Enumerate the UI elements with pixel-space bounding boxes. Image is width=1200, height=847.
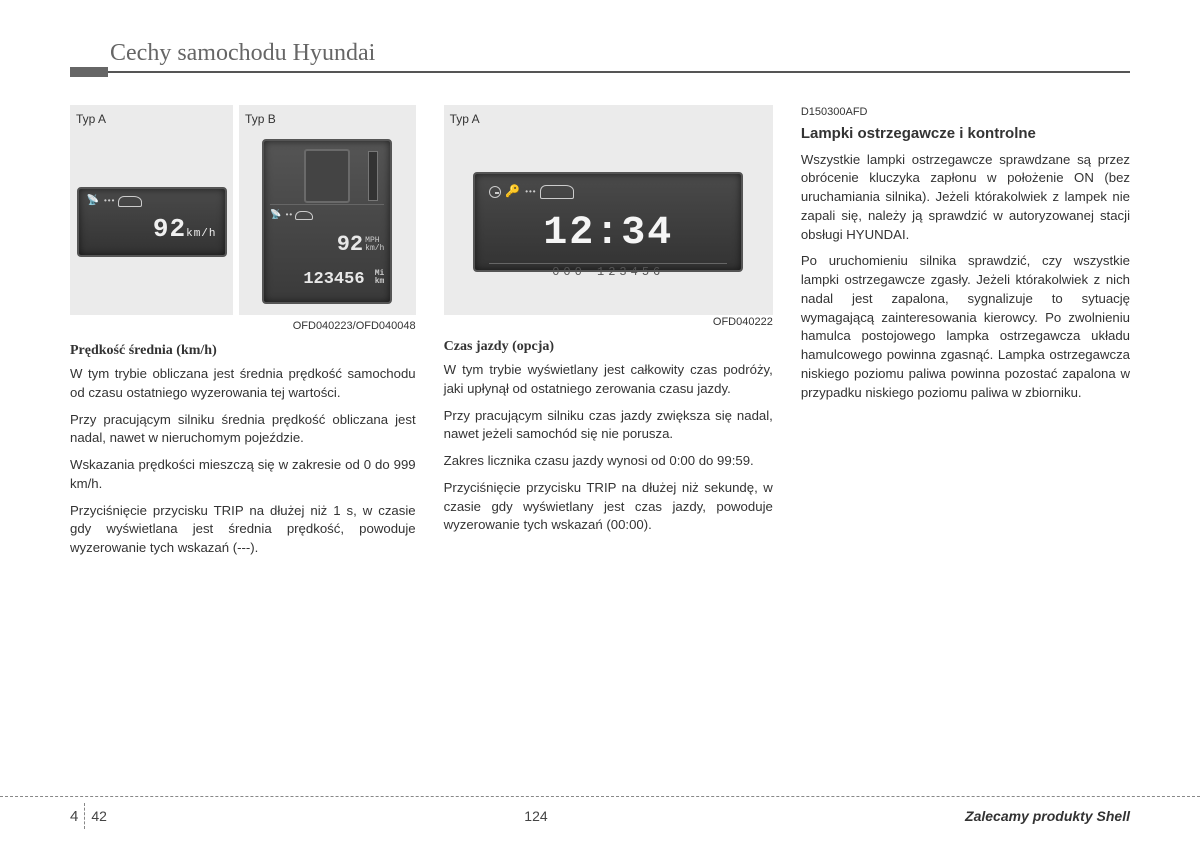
figure-label: Typ B xyxy=(245,111,410,128)
lcd-icon-row: 🔑 ••• xyxy=(489,184,727,201)
page-footer: 4 42 124 Zalecamy produkty Shell xyxy=(0,796,1200,829)
figure-code: OFD040222 xyxy=(444,315,773,331)
gear-indicator-icon xyxy=(304,149,350,203)
temp-bar-icon xyxy=(368,151,378,201)
lcd-wrap: 🔑 ••• 12:34 000 123456 xyxy=(450,134,767,309)
figure-type-a-time: Typ A 🔑 ••• 12:34 000 123456 xyxy=(444,105,773,315)
lcd-wrap: 📡 ••• 92km/h xyxy=(76,134,227,309)
paragraph: Przy pracującym silniku średnia prędkość… xyxy=(70,411,416,448)
chapter-number: 4 xyxy=(70,808,78,825)
speed-value: 92 xyxy=(337,229,363,261)
lcd-b-top xyxy=(270,147,384,205)
car-icon xyxy=(118,196,142,207)
paragraph: Zakres licznika czasu jazdy wynosi od 0:… xyxy=(444,452,773,471)
key-icon: 🔑 xyxy=(505,184,520,201)
speed-unit: km/h xyxy=(186,228,216,240)
column-2: Typ A 🔑 ••• 12:34 000 123456 OFD04022 xyxy=(444,105,773,566)
column-1: Typ A 📡 ••• 92km/h xyxy=(70,105,416,566)
lcd-display-speed-b: 📡 •• 92 MPH km/h xyxy=(262,139,392,304)
lcd-icon-row: 📡 ••• xyxy=(87,195,217,210)
antenna-icon: 📡 xyxy=(87,195,99,210)
section-title-warning-lights: Lampki ostrzegawcze i kontrolne xyxy=(801,123,1130,145)
lcd-speed-value: 92km/h xyxy=(87,211,217,249)
lcd-ghost-digits: 000 123456 xyxy=(489,264,727,281)
paragraph: Przyciśnięcie przycisku TRIP na dłużej n… xyxy=(70,502,416,558)
speed-units: MPH km/h xyxy=(365,237,384,253)
section-title-avg-speed: Prędkość średnia (km/h) xyxy=(70,341,416,361)
paragraph: Przyciśnięcie przycisku TRIP na dłużej n… xyxy=(444,479,773,535)
paragraph: Po uruchomieniu silnika sprawdzić, czy w… xyxy=(801,252,1130,402)
figure-type-b-speed: Typ B 📡 •• xyxy=(239,105,416,315)
lcd-b-speed-row: 92 MPH km/h xyxy=(270,226,384,264)
footer-page-number: 124 xyxy=(524,808,547,824)
car-icon xyxy=(295,211,313,220)
odo-units: Mi km xyxy=(375,270,385,286)
footer-left: 4 42 xyxy=(70,803,107,829)
unit-km: km xyxy=(375,278,385,286)
footer-slogan: Zalecamy produkty Shell xyxy=(965,808,1130,824)
section-title-drive-time: Czas jazdy (opcja) xyxy=(444,337,773,357)
page-in-chapter: 42 xyxy=(91,808,107,824)
paragraph: W tym trybie obliczana jest średnia pręd… xyxy=(70,365,416,402)
lcd-wrap: 📡 •• 92 MPH km/h xyxy=(245,134,410,309)
footer-separator xyxy=(84,803,85,829)
paragraph: Przy pracującym silniku czas jazdy zwięk… xyxy=(444,407,773,444)
lcd-display-speed-a: 📡 ••• 92km/h xyxy=(77,187,227,257)
paragraph: W tym trybie wyświetlany jest całkowity … xyxy=(444,361,773,398)
unit-kmh: km/h xyxy=(365,245,384,253)
clock-icon xyxy=(489,186,501,198)
column-3: D150300AFD Lampki ostrzegawcze i kontrol… xyxy=(801,105,1130,566)
dots-icon: •• xyxy=(285,210,293,222)
figure-type-a-speed: Typ A 📡 ••• 92km/h xyxy=(70,105,233,315)
antenna-icon: 📡 xyxy=(270,209,281,222)
content-columns: Typ A 📡 ••• 92km/h xyxy=(70,105,1130,566)
dots-icon: ••• xyxy=(103,196,114,208)
figure-code: OFD040223/OFD040048 xyxy=(70,319,416,335)
figure-label: Typ A xyxy=(76,111,227,128)
dots-icon: ••• xyxy=(524,187,535,199)
figure-row-1: Typ A 📡 ••• 92km/h xyxy=(70,105,416,315)
lcd-display-time: 🔑 ••• 12:34 000 123456 xyxy=(473,172,743,272)
lcd-b-icons: 📡 •• xyxy=(270,209,384,222)
header-rule xyxy=(70,71,1130,73)
lcd-time-value: 12:34 xyxy=(489,205,727,264)
speed-number: 92 xyxy=(153,214,186,244)
reference-code: D150300AFD xyxy=(801,105,1130,121)
paragraph: Wszystkie lampki ostrzegawcze sprawdzane… xyxy=(801,151,1130,245)
figure-label: Typ A xyxy=(450,111,767,128)
page-header-title: Cechy samochodu Hyundai xyxy=(110,40,1130,67)
lcd-b-odo-row: 123456 Mi km xyxy=(270,268,384,296)
odo-value: 123456 xyxy=(303,270,364,289)
car-icon xyxy=(540,185,574,199)
paragraph: Wskazania prędkości mieszczą się w zakre… xyxy=(70,456,416,493)
